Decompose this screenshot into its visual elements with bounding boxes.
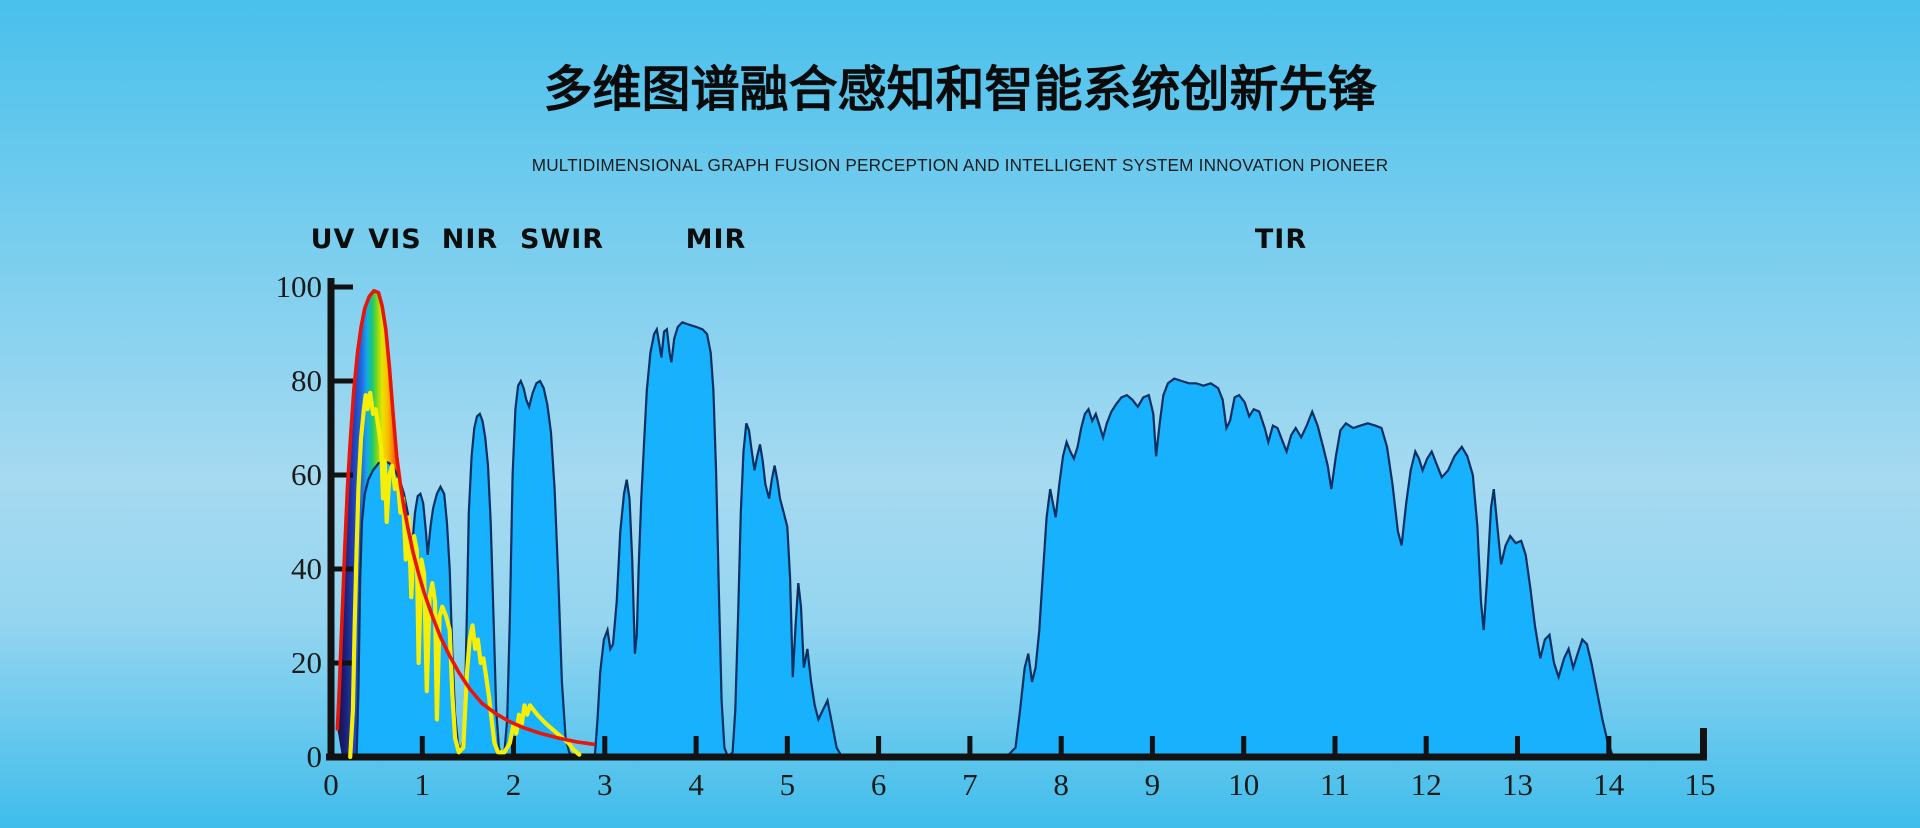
y-tick-label-0: 0 [306, 739, 323, 774]
x-tick-label-10: 10 [1228, 767, 1260, 802]
x-axis-ticks [419, 736, 1612, 754]
axes [326, 278, 1707, 761]
x-tick-label-1: 1 [414, 767, 431, 802]
transmission-windows-fill [356, 322, 1614, 757]
solar-spectrum-curve [348, 390, 582, 760]
page-subtitle: MULTIDIMENSIONAL GRAPH FUSION PERCEPTION… [531, 155, 1389, 175]
band-label-swir: SWIR [519, 224, 605, 255]
band-label-mir: MIR [685, 224, 747, 255]
y-tick-label-60: 60 [291, 457, 322, 492]
band-label-uv: UV [310, 224, 356, 255]
x-tick-label-12: 12 [1410, 767, 1442, 802]
band-label-vis: VIS [368, 224, 422, 255]
page-title: 多维图谱融合感知和智能系统创新先锋 [543, 61, 1377, 118]
x-tick-label-7: 7 [962, 767, 978, 802]
x-tick-label-8: 8 [1053, 767, 1069, 802]
y-tick-label-100: 100 [275, 269, 323, 304]
x-tick-label-15: 15 [1684, 767, 1716, 802]
y-tick-label-20: 20 [291, 645, 322, 680]
x-tick-label-13: 13 [1502, 767, 1533, 802]
transmission-windows-outline [355, 321, 1615, 760]
x-tick-label-4: 4 [688, 767, 704, 802]
x-tick-label-0: 0 [323, 767, 339, 802]
blackbody-envelope-curve [335, 289, 596, 747]
x-tick-label-5: 5 [779, 767, 796, 802]
x-tick-label-9: 9 [1144, 767, 1161, 802]
x-tick-label-11: 11 [1320, 767, 1350, 802]
y-tick-label-80: 80 [291, 363, 322, 398]
band-label-nir: NIR [441, 224, 499, 255]
x-tick-label-6: 6 [870, 767, 887, 802]
x-tick-label-2: 2 [505, 767, 522, 802]
x-tick-label-3: 3 [597, 767, 613, 802]
y-tick-label-40: 40 [291, 551, 322, 586]
x-tick-label-14: 14 [1593, 767, 1625, 802]
band-label-tir: TIR [1254, 224, 1308, 255]
